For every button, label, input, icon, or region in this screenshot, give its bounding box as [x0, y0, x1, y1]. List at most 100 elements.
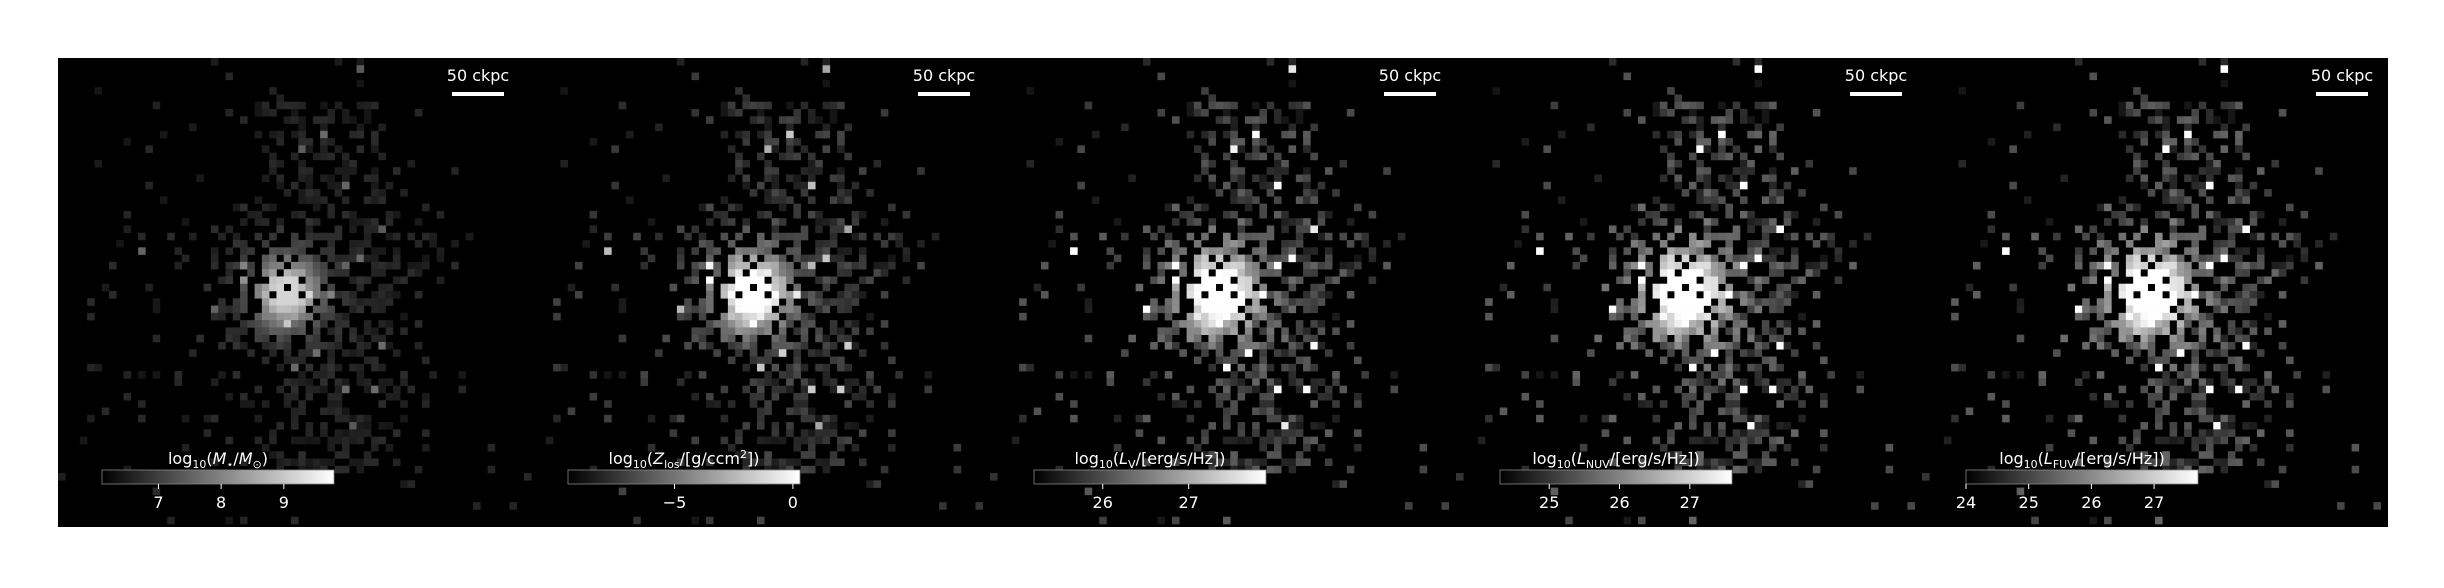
image-pixel	[2162, 123, 2170, 132]
image-pixel	[1718, 407, 1726, 416]
image-pixel	[2118, 327, 2127, 335]
image-pixel	[305, 429, 314, 437]
image-pixel	[254, 283, 263, 292]
image-pixel	[2286, 429, 2294, 437]
image-pixel	[844, 341, 852, 350]
label-part: /[erg/s/Hz])	[1610, 449, 1700, 468]
image-pixel	[2184, 363, 2192, 372]
image-pixel	[2286, 356, 2294, 365]
image-pixel	[2184, 341, 2192, 350]
image-pixel	[2147, 116, 2156, 124]
image-pixel	[1208, 130, 1217, 139]
image-pixel	[123, 392, 132, 401]
image-pixel	[2140, 283, 2149, 292]
image-pixel	[727, 356, 736, 365]
image-pixel	[1237, 436, 1246, 445]
image-pixel	[298, 312, 306, 321]
image-pixel	[363, 116, 372, 124]
image-pixel	[2213, 305, 2221, 314]
image-pixel	[2074, 458, 2083, 467]
image-pixel	[1732, 291, 1741, 299]
image-pixel	[261, 218, 270, 226]
image-pixel	[676, 414, 685, 423]
image-pixel	[232, 203, 241, 212]
image-pixel	[2176, 218, 2185, 226]
image-pixel	[1339, 269, 1348, 277]
image-pixel	[1164, 298, 1173, 306]
image-pixel	[298, 189, 306, 197]
image-pixel	[1317, 298, 1326, 306]
image-pixel	[1273, 436, 1282, 445]
image-pixel	[312, 341, 321, 350]
image-pixel	[2249, 218, 2258, 226]
image-pixel	[1965, 283, 1974, 292]
image-pixel	[1324, 232, 1333, 241]
image-pixel	[1689, 392, 1697, 401]
image-pixel	[1587, 349, 1595, 357]
image-pixel	[1259, 305, 1267, 314]
image-pixel	[800, 407, 809, 416]
image-pixel	[2227, 232, 2236, 241]
image-pixel	[174, 378, 183, 386]
image-pixel	[2205, 436, 2214, 445]
image-pixel	[742, 94, 751, 102]
image-pixel	[1186, 101, 1195, 110]
image-pixel	[727, 305, 736, 314]
image-pixel	[2125, 108, 2134, 117]
image-pixel	[2184, 385, 2192, 394]
image-pixel	[1091, 196, 1100, 204]
image-pixel	[829, 341, 838, 350]
image-pixel	[2198, 436, 2207, 445]
image-pixel	[225, 392, 234, 401]
image-pixel	[261, 400, 270, 408]
image-pixel	[1630, 232, 1639, 241]
image-pixel	[1565, 232, 1573, 241]
image-pixel	[676, 247, 685, 255]
image-pixel	[327, 254, 335, 263]
image-pixel	[1193, 261, 1202, 270]
image-pixel	[1776, 385, 1784, 394]
image-pixel	[2184, 371, 2192, 379]
image-pixel	[771, 291, 780, 299]
image-pixel	[1674, 298, 1683, 306]
image-pixel	[735, 312, 743, 321]
image-pixel	[1281, 254, 1289, 263]
image-pixel	[1754, 123, 1763, 132]
image-pixel	[2176, 465, 2185, 474]
image-pixel	[305, 363, 314, 372]
label-part: (	[1113, 449, 1119, 468]
image-pixel	[276, 334, 285, 343]
image-pixel	[1317, 327, 1326, 335]
image-pixel	[1696, 465, 1704, 474]
image-pixel	[1310, 305, 1318, 314]
image-pixel	[1587, 232, 1595, 241]
image-pixel	[261, 240, 270, 248]
image-pixel	[2286, 203, 2294, 212]
image-pixel	[807, 108, 816, 117]
image-pixel	[1689, 276, 1697, 285]
image-pixel	[1776, 298, 1784, 306]
image-pixel	[1259, 116, 1267, 124]
image-pixel	[807, 261, 816, 270]
image-pixel	[2242, 305, 2250, 314]
image-pixel	[2133, 320, 2141, 328]
image-pixel	[611, 181, 619, 190]
image-pixel	[1223, 276, 1231, 285]
image-pixel	[1732, 429, 1741, 437]
image-pixel	[727, 218, 736, 226]
image-pixel	[1339, 385, 1348, 394]
image-pixel	[2198, 291, 2207, 299]
image-pixel	[764, 174, 772, 183]
image-pixel	[604, 371, 612, 379]
image-pixel	[1696, 101, 1704, 110]
image-pixel	[451, 261, 459, 270]
image-pixel	[829, 218, 838, 226]
image-pixel	[1783, 327, 1792, 335]
image-pixel	[2191, 232, 2199, 241]
image-pixel	[815, 429, 823, 437]
image-pixel	[2235, 174, 2243, 183]
image-pixel	[1725, 327, 1733, 335]
image-pixel	[509, 502, 518, 510]
image-pixel	[1142, 254, 1151, 263]
image-pixel	[2060, 174, 2068, 183]
